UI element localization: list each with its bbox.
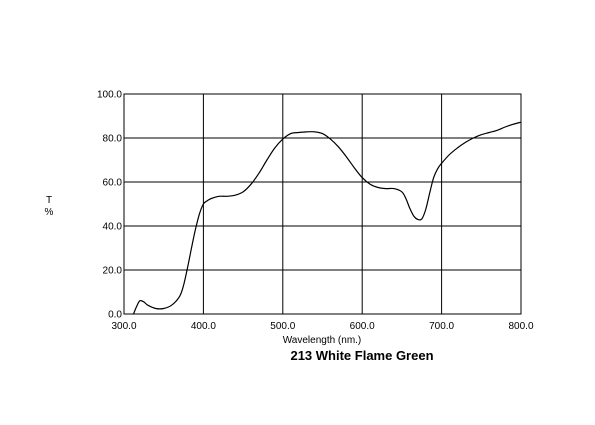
chart-title: 213 White Flame Green: [290, 348, 433, 363]
y-tick-label: 100.0: [97, 90, 122, 101]
y-axis-label-t: T: [46, 195, 52, 206]
x-tick-label: 500.0: [270, 321, 295, 332]
y-tick-label: 20.0: [103, 266, 123, 277]
x-tick-label: 300.0: [111, 321, 136, 332]
series-line: [132, 121, 522, 315]
y-tick-labels: 0.0 20.0 40.0 60.0 80.0 100.0: [97, 90, 122, 321]
x-tick-label: 400.0: [191, 321, 216, 332]
x-axis-label: Wavelength (nm.): [283, 335, 362, 346]
x-tick-label: 800.0: [508, 321, 533, 332]
x-tick-label: 600.0: [350, 321, 375, 332]
y-tick-label: 0.0: [108, 310, 122, 321]
y-tick-label: 60.0: [103, 178, 123, 189]
grid: [124, 94, 521, 314]
y-axis-label-percent: %: [45, 207, 54, 218]
y-tick-label: 40.0: [103, 222, 123, 233]
x-tick-labels: 300.0 400.0 500.0 600.0 700.0 800.0: [111, 321, 533, 332]
x-tick-label: 700.0: [429, 321, 454, 332]
y-tick-label: 80.0: [103, 134, 123, 145]
plot-frame: [123, 93, 522, 315]
